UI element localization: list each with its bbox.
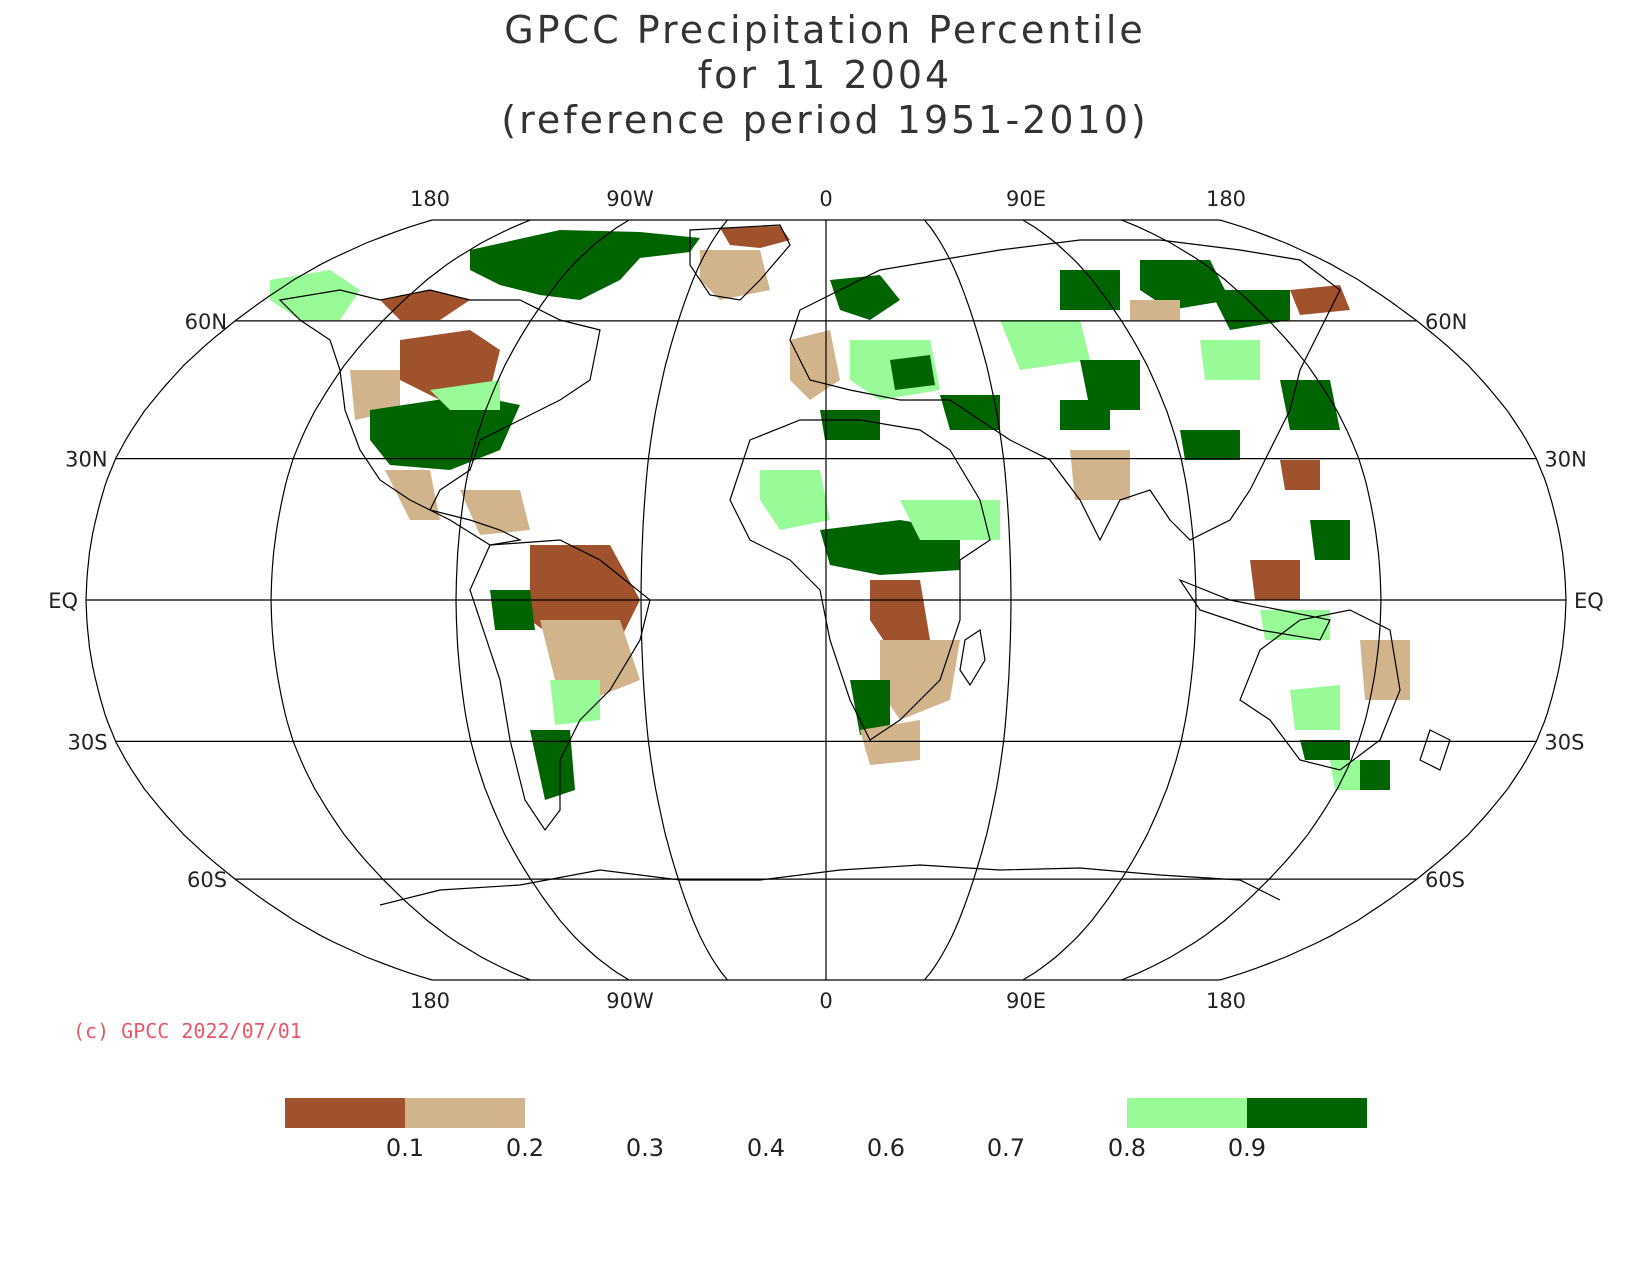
lat-label-right: EQ xyxy=(1574,589,1604,613)
title-line-2: for 11 2004 xyxy=(697,53,953,97)
lon-label-top: 0 xyxy=(819,187,832,211)
lon-label-top: 180 xyxy=(410,187,450,211)
cell-patch xyxy=(760,470,830,530)
lat-label-left: 60N xyxy=(185,310,227,334)
cell-patch xyxy=(890,355,935,390)
cell-patch xyxy=(1080,360,1140,410)
lat-label-right: 30S xyxy=(1544,730,1584,754)
copyright-notice: (c) GPCC 2022/07/01 xyxy=(73,1019,302,1043)
colorbar-tick-label: 0.6 xyxy=(867,1134,905,1162)
percentile-cells xyxy=(270,226,1410,800)
lat-label-right: 30N xyxy=(1544,448,1586,472)
colorbar-tick-label: 0.8 xyxy=(1108,1134,1146,1162)
cell-patch xyxy=(470,230,700,300)
axis-labels: 180 90W 0 90E 180 180 90W 0 90E 180 60N 30N EQ 30S 60S… xyxy=(48,187,1604,1013)
cell-patch xyxy=(830,275,900,320)
lat-label-left: 30S xyxy=(68,730,108,754)
cell-patch xyxy=(1330,760,1360,790)
cell-patch xyxy=(1130,300,1180,320)
cell-patch xyxy=(550,680,600,725)
lon-label-top: 180 xyxy=(1206,187,1246,211)
cell-patch xyxy=(860,720,920,765)
cell-patch xyxy=(1280,460,1320,490)
cell-patch xyxy=(430,380,500,410)
cell-patch xyxy=(1210,290,1290,330)
cell-patch xyxy=(1200,340,1260,380)
lon-label-top: 90E xyxy=(1006,187,1046,211)
coastline-africa xyxy=(729,419,991,741)
colorbar-tick-label: 0.1 xyxy=(386,1134,424,1162)
cell-patch xyxy=(1280,380,1340,430)
cell-patch xyxy=(1000,320,1090,370)
coastline-europe-asia xyxy=(789,239,1341,542)
cell-patch xyxy=(1060,400,1110,430)
cell-patch xyxy=(460,490,530,535)
colorbar-swatch-0-8-to-0-9 xyxy=(1127,1098,1247,1128)
cell-patch xyxy=(820,410,880,440)
colorbar-swatch-above-0-9 xyxy=(1247,1098,1367,1128)
cell-patch xyxy=(1290,285,1350,315)
lon-label-bottom: 180 xyxy=(1206,989,1246,1013)
cell-patch xyxy=(490,590,535,630)
coastline-madagascar xyxy=(959,628,986,687)
cell-patch xyxy=(1140,260,1230,310)
colorbar-tick-label: 0.3 xyxy=(626,1134,664,1162)
colorbar-tick-label: 0.2 xyxy=(506,1134,544,1162)
cell-patch xyxy=(530,730,575,800)
cell-patch xyxy=(880,640,960,720)
coastline-australia xyxy=(1239,609,1401,771)
cell-patch xyxy=(370,395,520,470)
cell-patch xyxy=(380,290,470,320)
coastline-new-zealand xyxy=(1419,729,1451,771)
map-title: GPCC Precipitation Percentile for 11 200… xyxy=(0,8,1650,143)
colorbar-tick-label: 0.9 xyxy=(1228,1134,1266,1162)
coastline-north-america xyxy=(278,289,601,546)
lat-label-left: EQ xyxy=(48,589,78,613)
cell-patch xyxy=(720,226,790,248)
lon-label-bottom: 0 xyxy=(819,989,832,1013)
lon-label-bottom: 90E xyxy=(1006,989,1046,1013)
lat-label-left: 30N xyxy=(65,448,107,472)
coastlines xyxy=(278,224,1451,906)
coastline-south-america xyxy=(469,539,651,832)
cell-patch xyxy=(1290,685,1340,730)
cell-patch xyxy=(1060,270,1120,310)
cell-patch xyxy=(1360,640,1410,700)
cell-patch xyxy=(400,330,500,400)
coastline-indonesia xyxy=(1178,578,1331,641)
cell-patch xyxy=(270,270,360,320)
cell-patch xyxy=(1300,740,1350,760)
lat-label-left: 60S xyxy=(187,868,227,892)
cell-patch xyxy=(1070,450,1130,500)
cell-patch xyxy=(385,470,440,520)
colorbar: 0.1 0.2 0.3 0.4 0.6 0.7 0.8 0.9 xyxy=(285,1098,1367,1162)
colorbar-tick-label: 0.4 xyxy=(747,1134,785,1162)
cell-patch xyxy=(870,580,930,650)
title-line-1: GPCC Precipitation Percentile xyxy=(504,8,1146,52)
colorbar-swatch-below-0-1 xyxy=(285,1098,405,1128)
lon-label-bottom: 90W xyxy=(606,989,654,1013)
cell-patch xyxy=(1310,520,1350,560)
lat-label-right: 60N xyxy=(1425,310,1467,334)
cell-patch xyxy=(900,500,1000,540)
graticule xyxy=(85,219,1567,981)
cell-patch xyxy=(790,330,840,400)
coastline-antarctica xyxy=(379,864,1281,906)
colorbar-tick-label: 0.7 xyxy=(987,1134,1025,1162)
lon-label-top: 90W xyxy=(606,187,654,211)
cell-patch xyxy=(1180,430,1240,460)
cell-patch xyxy=(700,250,770,300)
title-line-3: (reference period 1951-2010) xyxy=(501,98,1149,142)
lon-label-bottom: 180 xyxy=(410,989,450,1013)
coastline-greenland xyxy=(689,224,791,301)
colorbar-swatch-0-1-to-0-2 xyxy=(405,1098,525,1128)
cell-patch xyxy=(1250,560,1300,600)
lat-label-right: 60S xyxy=(1425,868,1465,892)
